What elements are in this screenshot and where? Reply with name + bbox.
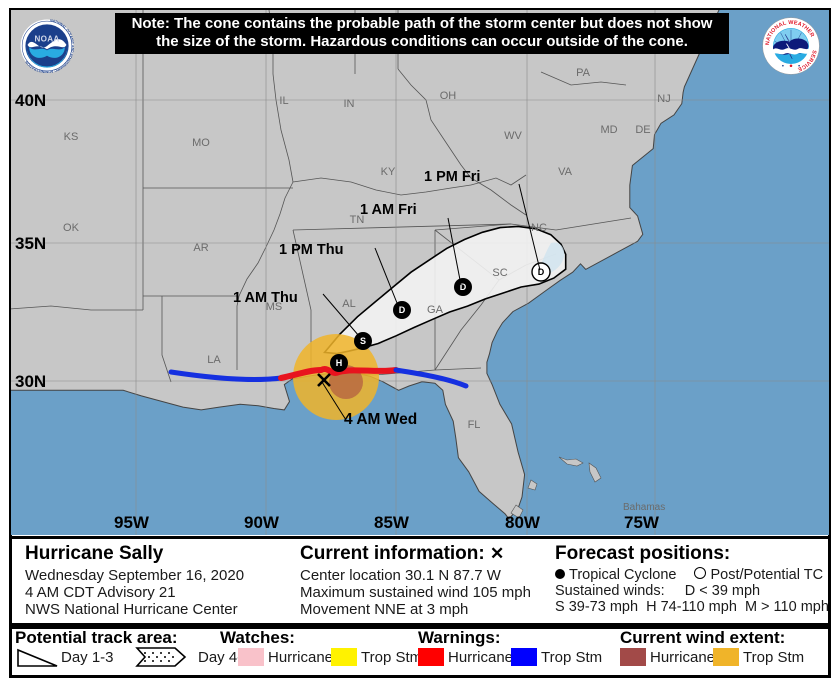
svg-text:Bahamas: Bahamas xyxy=(623,502,665,513)
svg-text:35N: 35N xyxy=(15,234,46,253)
svg-text:MO: MO xyxy=(192,137,210,149)
svg-text:1 PM Thu: 1 PM Thu xyxy=(279,242,343,258)
svg-text:NOAA: NOAA xyxy=(35,35,60,44)
svg-text:DE: DE xyxy=(635,124,650,136)
svg-text:85W: 85W xyxy=(374,513,410,532)
svg-text:AL: AL xyxy=(342,298,355,310)
svg-text:1 AM Fri: 1 AM Fri xyxy=(360,202,417,218)
svg-text:MD: MD xyxy=(600,124,617,136)
svg-text:D: D xyxy=(399,305,406,315)
svg-text:40N: 40N xyxy=(15,91,46,110)
svg-text:80W: 80W xyxy=(505,513,541,532)
svg-text:FL: FL xyxy=(468,419,481,431)
svg-text:KY: KY xyxy=(381,166,396,178)
svg-text:IN: IN xyxy=(344,98,355,110)
svg-text:OK: OK xyxy=(63,222,80,234)
svg-text:NJ: NJ xyxy=(657,93,670,105)
svg-text:H: H xyxy=(336,358,343,368)
svg-text:PA: PA xyxy=(576,67,591,79)
svg-text:MS: MS xyxy=(266,301,283,313)
svg-text:NC: NC xyxy=(531,222,547,234)
svg-text:VA: VA xyxy=(558,166,573,178)
svg-text:75W: 75W xyxy=(624,513,660,532)
svg-text:LA: LA xyxy=(207,354,221,366)
svg-text:90W: 90W xyxy=(244,513,280,532)
svg-text:4 AM Wed: 4 AM Wed xyxy=(344,411,417,428)
svg-text:SC: SC xyxy=(492,267,507,279)
svg-text:95W: 95W xyxy=(114,513,150,532)
svg-text:1 PM Fri: 1 PM Fri xyxy=(424,169,480,185)
svg-text:KS: KS xyxy=(64,131,79,143)
svg-text:S: S xyxy=(360,336,366,346)
svg-text:IL: IL xyxy=(279,95,288,107)
svg-text:TN: TN xyxy=(350,214,365,226)
svg-text:AR: AR xyxy=(193,242,208,254)
svg-text:D: D xyxy=(538,267,545,277)
svg-text:GA: GA xyxy=(427,304,444,316)
svg-text:WV: WV xyxy=(504,130,522,142)
svg-text:OH: OH xyxy=(440,90,457,102)
svg-text:30N: 30N xyxy=(15,372,46,391)
